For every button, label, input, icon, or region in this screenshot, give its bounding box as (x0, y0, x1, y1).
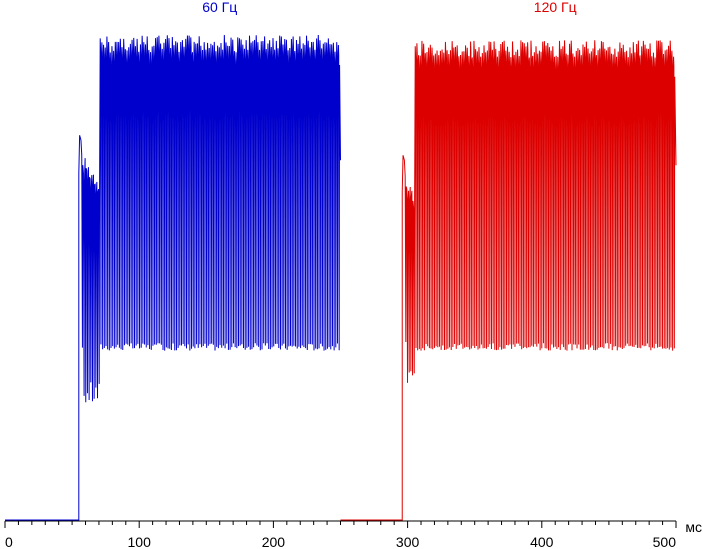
x-tick-label: 100 (128, 534, 152, 549)
series-group (5, 35, 677, 521)
series-label-1: 60 Гц (202, 0, 237, 15)
x-tick-label: 500 (653, 534, 677, 549)
x-tick-label: 200 (262, 534, 286, 549)
x-tick-label: 400 (530, 534, 554, 549)
series-line-2 (340, 40, 677, 521)
x-tick-label: 0 (5, 534, 13, 549)
series-label-2: 120 Гц (534, 0, 577, 15)
x-axis: 0 100 200 300 400 500 мс (4, 519, 702, 549)
x-unit-label: мс (685, 519, 702, 535)
label-group: 60 Гц 120 Гц (202, 0, 576, 15)
series-line-1 (5, 35, 341, 521)
x-tick-label: 300 (396, 534, 420, 549)
